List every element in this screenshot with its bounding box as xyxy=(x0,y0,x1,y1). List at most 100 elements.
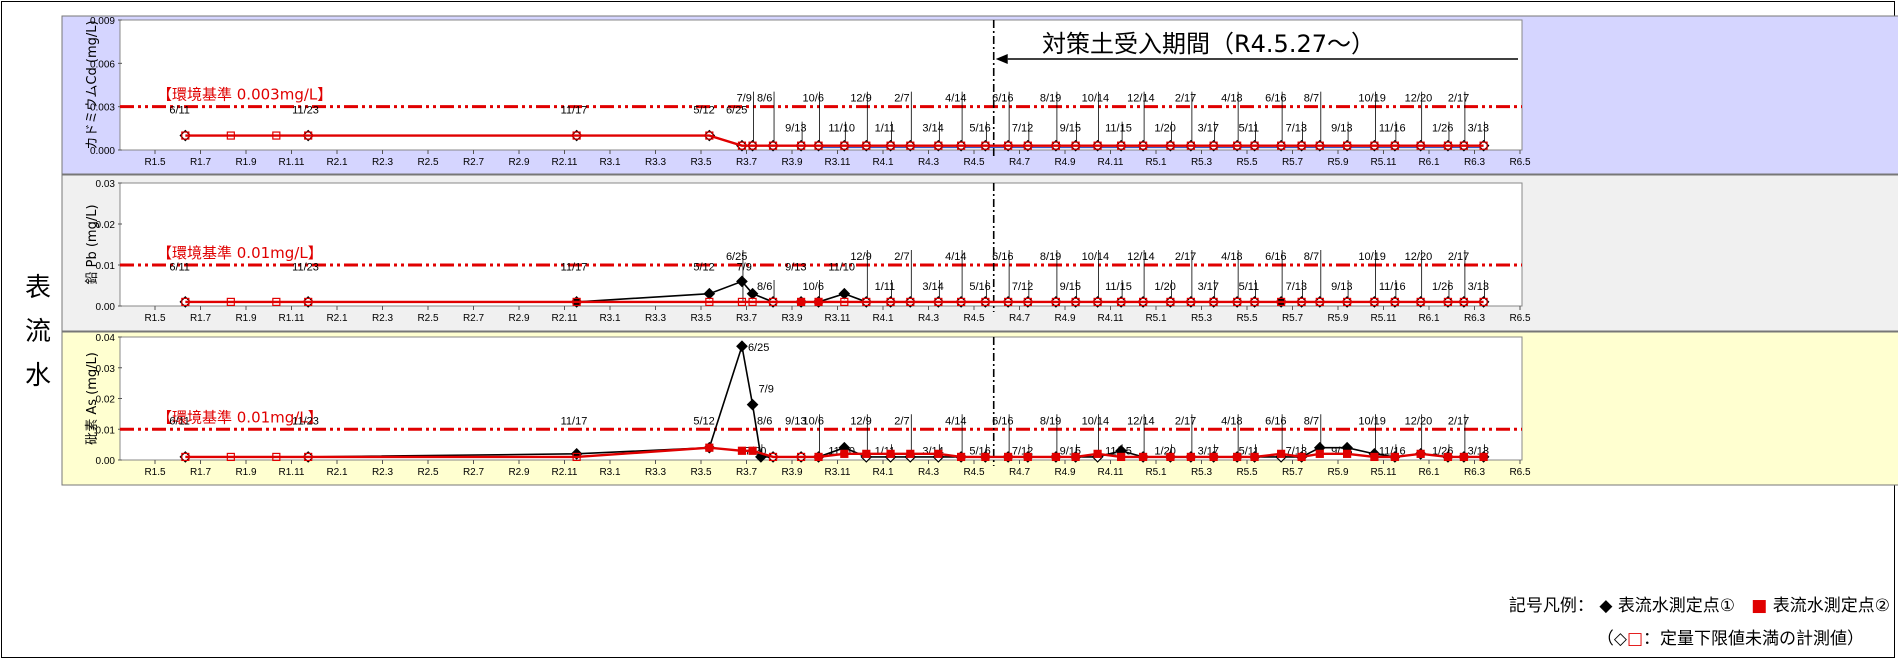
data-point-square xyxy=(1051,297,1061,306)
date-label: 12/14 xyxy=(1127,415,1155,427)
data-point-square xyxy=(737,141,747,150)
data-point-square xyxy=(796,297,806,306)
x-tick-label: R2.7 xyxy=(463,467,485,478)
date-label: 4/18 xyxy=(1221,93,1242,105)
date-label: 6/16 xyxy=(992,415,1013,427)
date-label: 10/14 xyxy=(1082,251,1110,263)
date-label: 10/19 xyxy=(1358,251,1386,263)
data-point-square xyxy=(981,297,990,306)
data-point-square xyxy=(1416,449,1425,458)
data-point-square xyxy=(1297,452,1306,462)
data-point-square xyxy=(1209,452,1218,462)
x-tick-label: R3.7 xyxy=(736,467,758,478)
date-label: 12/20 xyxy=(1405,415,1433,427)
x-tick-label: R1.7 xyxy=(190,157,212,168)
x-tick-label: R2.9 xyxy=(508,467,530,478)
date-label: 9/15 xyxy=(1060,281,1081,293)
data-point-square xyxy=(862,449,871,458)
date-label: 3/17 xyxy=(1198,123,1219,135)
date-label: 8/6 xyxy=(757,281,772,293)
legend-prefix: 記号凡例： xyxy=(1508,596,1594,616)
y-tick-label: 0.006 xyxy=(90,59,115,70)
date-label: 4/18 xyxy=(1221,415,1242,427)
x-tick-label: R5.7 xyxy=(1282,157,1304,168)
data-point-square xyxy=(906,297,915,306)
date-label: 1/20 xyxy=(1154,281,1175,293)
data-point-square xyxy=(1117,141,1126,150)
data-point-square xyxy=(705,443,714,452)
data-point-square xyxy=(814,452,823,462)
data-point-square xyxy=(1209,297,1218,306)
date-label: 8/6 xyxy=(757,415,772,427)
x-tick-label: R4.5 xyxy=(963,467,985,478)
x-tick-label: R1.11 xyxy=(279,313,305,324)
date-label: 5/11 xyxy=(1239,281,1260,293)
data-point-square xyxy=(748,297,757,306)
x-tick-label: R2.3 xyxy=(372,157,394,168)
data-point-square xyxy=(1233,297,1242,306)
data-point-square xyxy=(906,141,915,150)
x-tick-label: R1.11 xyxy=(279,467,305,478)
data-point-square xyxy=(1093,141,1102,150)
data-point-square xyxy=(957,297,966,306)
data-point-square xyxy=(1390,297,1399,306)
date-label: 7/12 xyxy=(1012,281,1033,293)
data-point-square xyxy=(226,297,235,306)
x-tick-label: R4.3 xyxy=(918,157,940,168)
date-label: 1/26 xyxy=(1432,123,1453,135)
data-point-square xyxy=(957,141,966,150)
date-label: 7/13 xyxy=(1286,123,1307,135)
date-label: 2/17 xyxy=(1448,251,1469,263)
data-point-square xyxy=(814,297,823,306)
data-point-square xyxy=(226,452,235,462)
y-tick-label: 0.02 xyxy=(96,395,116,406)
x-tick-label: R6.3 xyxy=(1464,313,1486,324)
x-tick-label: R2.7 xyxy=(463,313,485,324)
x-tick-label: R3.1 xyxy=(599,313,621,324)
data-point-square xyxy=(1139,141,1148,150)
x-tick-label: R5.1 xyxy=(1145,467,1167,478)
data-point-square xyxy=(705,131,714,140)
date-label: 7/9 xyxy=(737,261,752,273)
plot-area xyxy=(119,19,1523,151)
data-point-square xyxy=(1250,452,1259,462)
data-point-square xyxy=(1443,452,1453,462)
data-point-square xyxy=(1004,297,1013,306)
x-tick-label: R4.9 xyxy=(1054,313,1076,324)
date-label: 11/17 xyxy=(561,105,588,117)
date-label: 12/20 xyxy=(1405,93,1433,105)
data-point-square xyxy=(272,452,281,462)
data-point-square xyxy=(1139,297,1148,306)
date-label: 8/19 xyxy=(1040,415,1061,427)
date-label: 10/6 xyxy=(803,415,824,427)
data-point-square xyxy=(1139,452,1148,462)
data-point-square xyxy=(840,449,849,458)
x-tick-label: R5.7 xyxy=(1282,313,1304,324)
date-label: 2/7 xyxy=(894,415,909,427)
x-tick-label: R3.11 xyxy=(825,313,851,324)
date-label: 10/19 xyxy=(1358,93,1386,105)
data-point-square xyxy=(1233,141,1242,150)
x-tick-label: R2.5 xyxy=(417,467,439,478)
data-point-square xyxy=(1023,452,1032,462)
y-axis-label: カドミウムCd (mg/L) xyxy=(85,20,100,149)
date-label: 7/13 xyxy=(1286,281,1307,293)
data-point-square xyxy=(934,141,943,150)
date-label: 12/9 xyxy=(850,251,871,263)
date-label: 5/16 xyxy=(969,123,990,135)
x-tick-label: R1.7 xyxy=(190,467,212,478)
x-tick-label: R2.1 xyxy=(326,467,348,478)
data-point-square xyxy=(748,446,757,455)
x-tick-label: R2.1 xyxy=(326,157,348,168)
date-label: 7/9 xyxy=(759,383,774,395)
x-tick-label: R5.5 xyxy=(1236,467,1258,478)
data-point-square xyxy=(304,297,313,306)
data-point-square xyxy=(1277,449,1286,458)
date-label: 10/14 xyxy=(1082,415,1110,427)
date-label: 5/16 xyxy=(969,281,990,293)
date-label: 10/19 xyxy=(1358,415,1386,427)
data-point-diamond xyxy=(746,398,759,411)
date-label: 8/7 xyxy=(1304,93,1319,105)
data-point-square xyxy=(1250,141,1259,150)
date-label: 6/11 xyxy=(169,261,190,273)
